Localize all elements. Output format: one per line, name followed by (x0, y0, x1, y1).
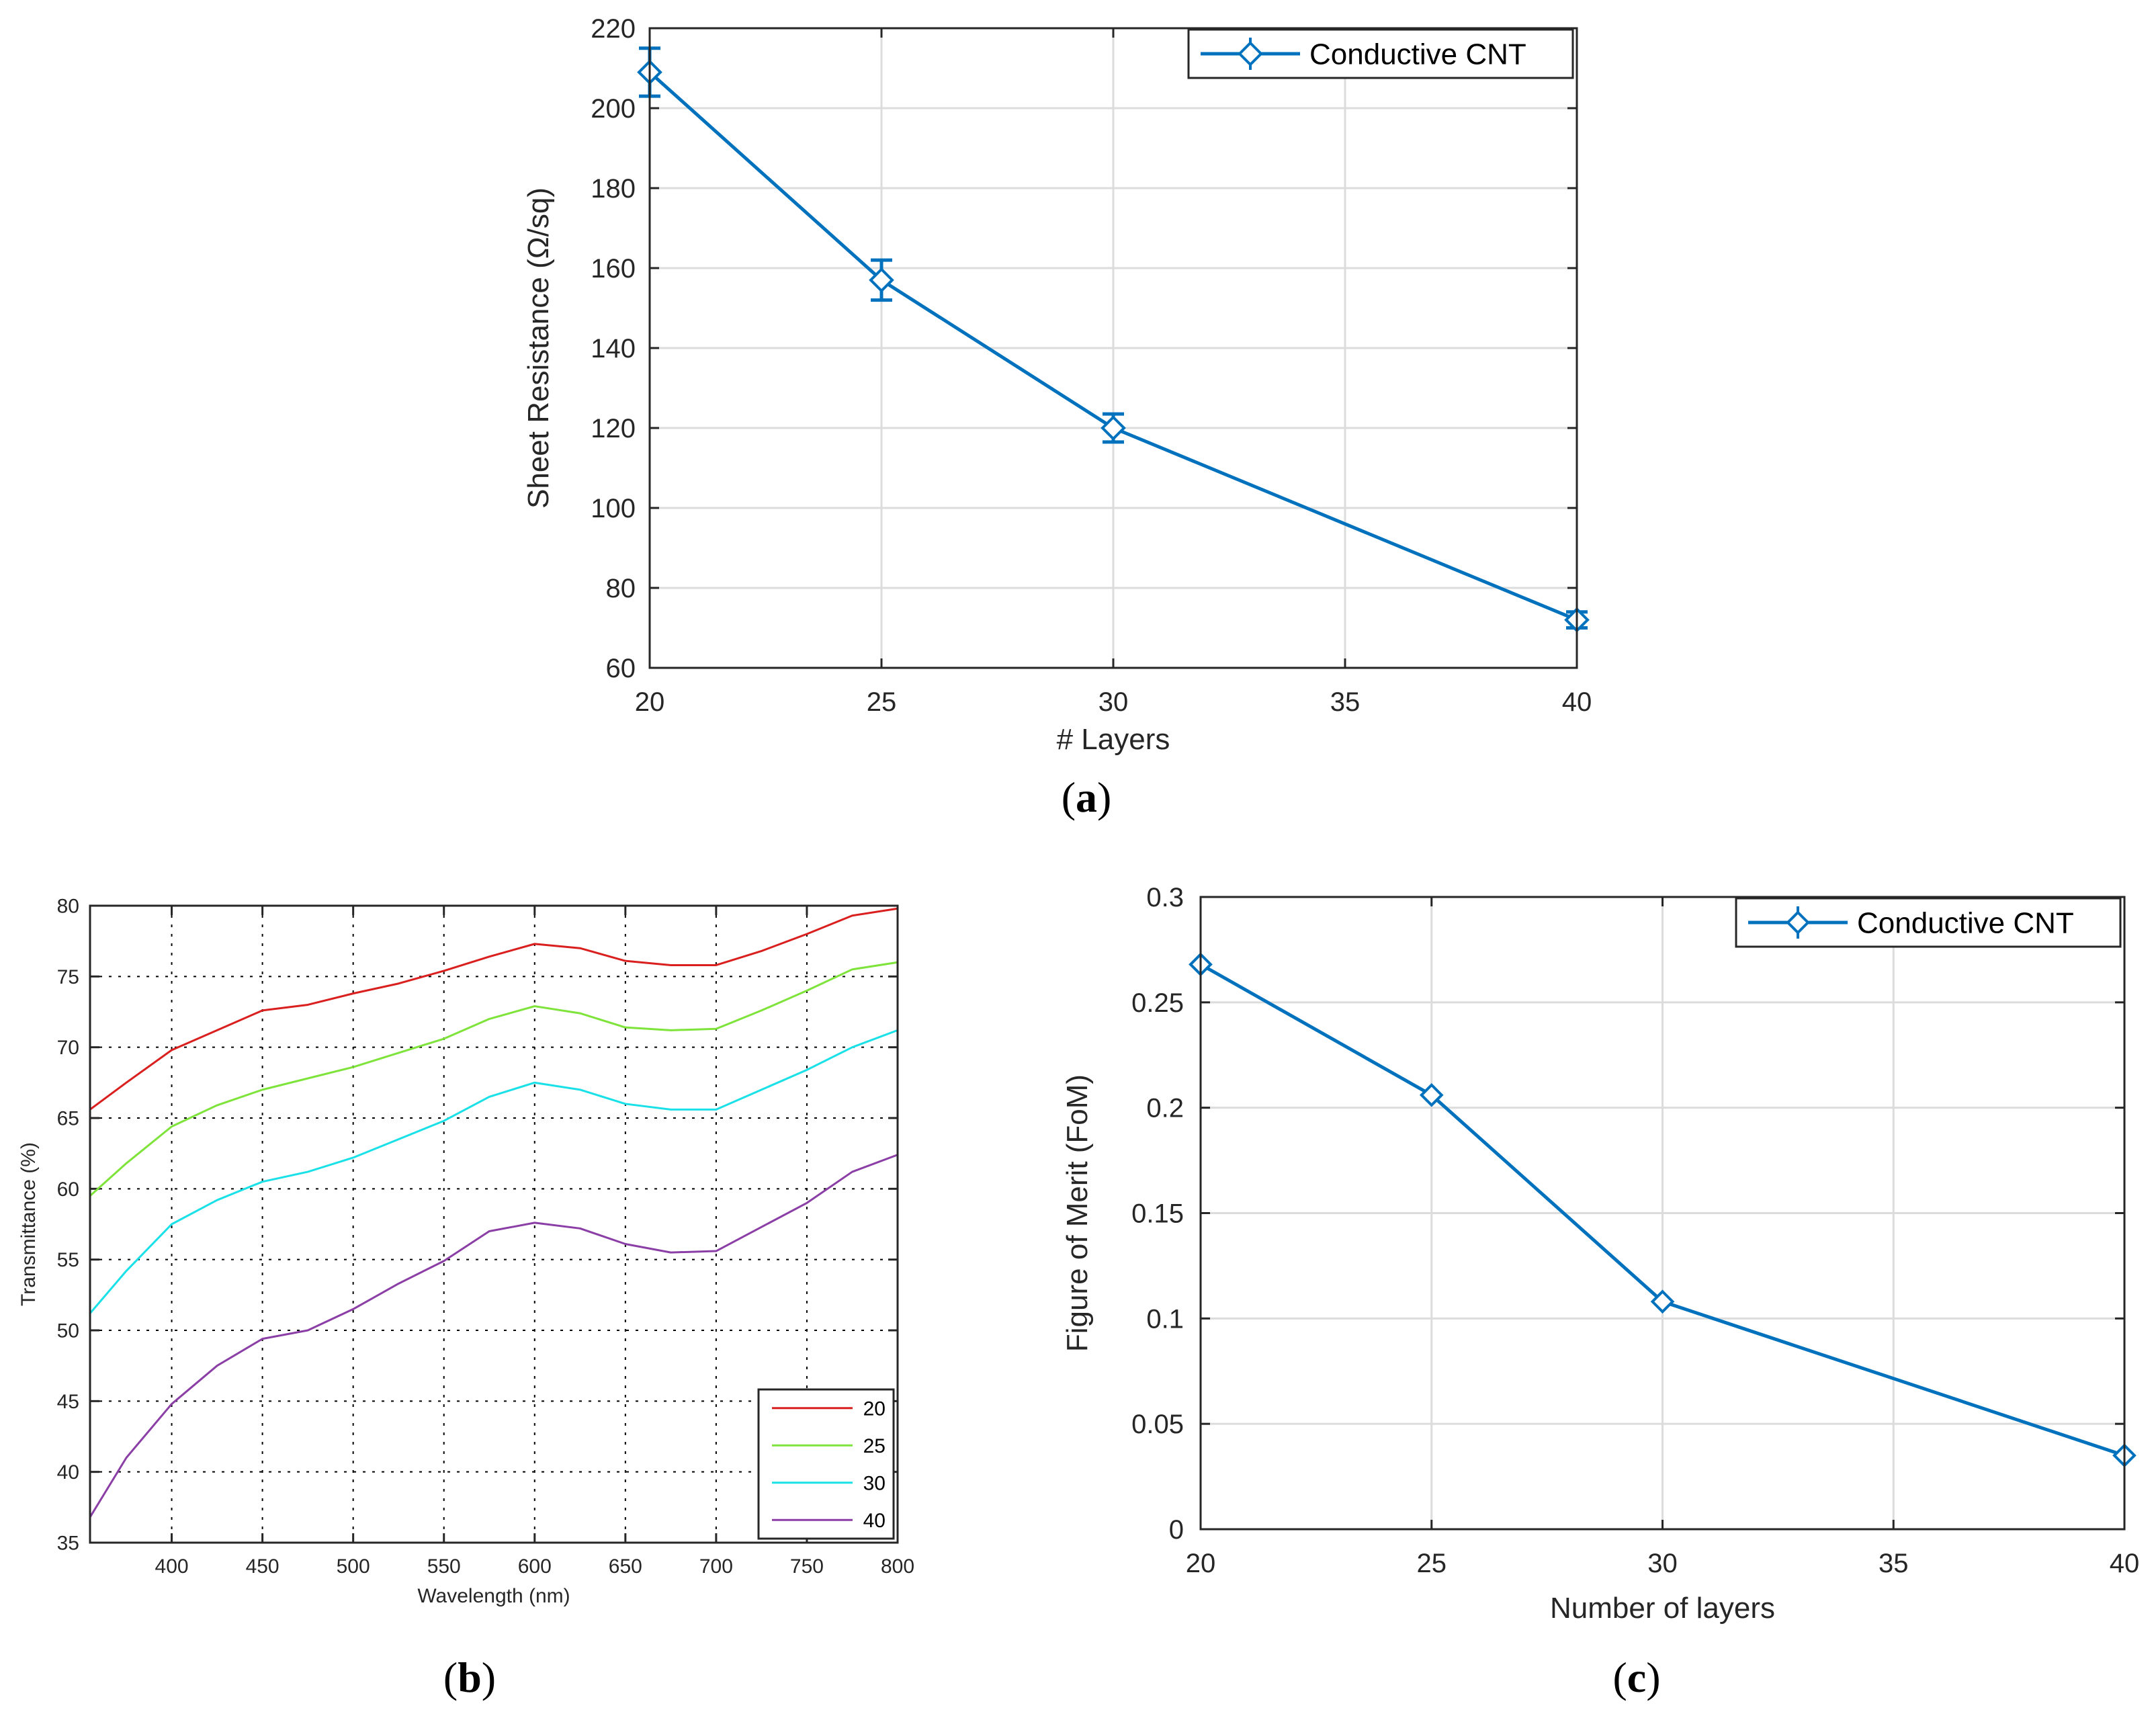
y-tick-label: 0.25 (1131, 988, 1184, 1018)
y-tick-label: 0 (1169, 1515, 1184, 1545)
y-tick-label: 50 (57, 1320, 79, 1342)
y-tick-label: 75 (57, 966, 79, 988)
y-tick-label: 80 (57, 896, 79, 918)
x-tick-label: 600 (518, 1555, 552, 1578)
series-line-conductive-cnt (1199, 963, 2125, 1457)
y-tick-label: 0.15 (1131, 1199, 1184, 1229)
x-tick-label: 650 (609, 1555, 642, 1578)
x-tick-label: 450 (246, 1555, 279, 1578)
axes-box (648, 27, 1578, 669)
y-axis-label: Sheet Resistance (Ω/sq) (522, 187, 555, 509)
y-tick-label: 70 (57, 1037, 79, 1059)
y-axis-label: Transmittance (%) (17, 1142, 40, 1306)
series-line-conductive-cnt (648, 71, 1578, 621)
x-tick-label: 800 (881, 1555, 914, 1578)
x-axis-label: Number of layers (1550, 1592, 1775, 1625)
chart-b-transmittance: 400 450 500 550 600 650 700 750 800 35 40 45 50 55 60 6… (17, 896, 914, 1608)
series-line-20 (89, 907, 898, 1111)
y-tick-label: 0.05 (1131, 1410, 1184, 1439)
x-tick-label: 750 (790, 1555, 824, 1578)
series-line-25 (89, 961, 898, 1197)
legend-label: Conductive CNT (1309, 38, 1526, 71)
panel-label-a-letter: a (1076, 773, 1097, 821)
y-tick-label: 0.2 (1146, 1094, 1184, 1123)
axes-box (89, 904, 899, 1544)
y-tick-label: 80 (606, 574, 636, 603)
legend-label: 30 (863, 1472, 886, 1494)
x-tick-label: 35 (1879, 1549, 1909, 1578)
x-tick-label: 25 (867, 687, 897, 717)
y-tick-label: 65 (57, 1108, 79, 1130)
series-line-30 (89, 1029, 898, 1314)
x-tick-label: 20 (1186, 1549, 1216, 1578)
y-tick-label: 35 (57, 1533, 79, 1555)
y-tick-label: 120 (591, 414, 636, 443)
y-tick-label: 55 (57, 1249, 79, 1271)
panel-label-c: (c) (1612, 1654, 1660, 1701)
x-tick-label: 35 (1330, 687, 1361, 717)
y-tick-label: 180 (591, 174, 636, 204)
y-tick-label: 60 (606, 654, 636, 683)
x-tick-label: 25 (1417, 1549, 1447, 1578)
x-tick-label: 40 (1562, 687, 1592, 717)
axes-box (1199, 896, 2126, 1531)
x-tick-label: 20 (635, 687, 665, 717)
panel-label-c-letter: c (1627, 1654, 1646, 1701)
data-point-marker (1101, 415, 1126, 441)
x-tick-label: 30 (1647, 1549, 1678, 1578)
legend-label: Conductive CNT (1857, 906, 2074, 939)
x-tick-label: 550 (427, 1555, 461, 1578)
legend-marker (1786, 910, 1810, 935)
y-tick-label: 40 (57, 1461, 79, 1484)
y-tick-label: 160 (591, 254, 636, 284)
panel-label-a: (a) (1062, 773, 1112, 821)
y-tick-label: 200 (591, 94, 636, 124)
chart-a-sheet-resistance: 20 25 30 35 40 60 80 100 120 140 160 180 200 220 # Lay… (522, 14, 1592, 756)
panel-label-b-letter: b (458, 1654, 482, 1701)
data-point-marker (1419, 1083, 1444, 1107)
y-tick-label: 60 (57, 1178, 79, 1201)
x-axis-label: # Layers (1057, 723, 1170, 756)
y-tick-label: 220 (591, 14, 636, 44)
panel-label-b: (b) (443, 1654, 496, 1701)
x-tick-label: 40 (2110, 1549, 2140, 1578)
y-tick-label: 45 (57, 1391, 79, 1413)
x-tick-label: 30 (1098, 687, 1129, 717)
legend-label: 20 (863, 1398, 886, 1420)
y-axis-label: Figure of Merit (FoM) (1061, 1074, 1094, 1352)
legend-box (757, 1388, 895, 1540)
y-tick-label: 140 (591, 334, 636, 363)
legend-label: 25 (863, 1435, 886, 1457)
y-tick-label: 0.1 (1146, 1304, 1184, 1334)
data-point-marker (869, 267, 894, 293)
legend-label: 40 (863, 1510, 886, 1532)
series-line-40 (89, 1154, 898, 1518)
chart-c-figure-of-merit: 20 25 30 35 40 0 0.05 0.1 0.15 0.2 0.25 0.3 Number o… (1061, 883, 2139, 1625)
x-tick-label: 400 (155, 1555, 189, 1578)
x-tick-label: 500 (337, 1555, 370, 1578)
y-tick-label: 100 (591, 494, 636, 523)
data-point-marker (1650, 1289, 1675, 1314)
x-tick-label: 700 (699, 1555, 733, 1578)
x-axis-label: Wavelength (nm) (417, 1585, 570, 1607)
y-tick-label: 0.3 (1146, 883, 1184, 912)
legend-marker (1238, 41, 1263, 67)
